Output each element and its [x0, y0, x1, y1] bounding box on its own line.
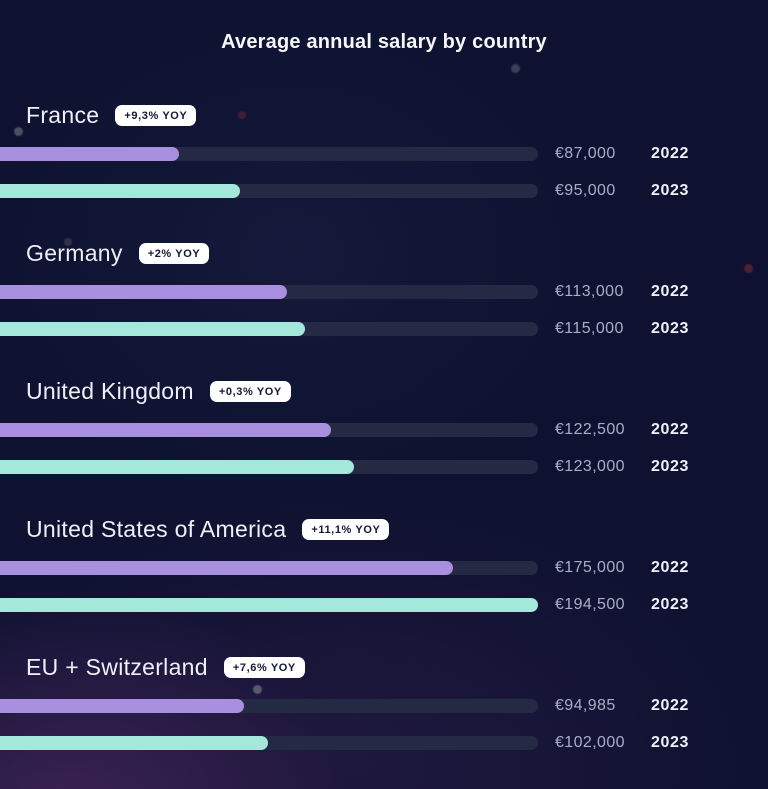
decorative-dot: [511, 64, 520, 73]
decorative-dot: [14, 127, 23, 136]
bar-track: [0, 699, 538, 713]
decorative-dot: [744, 264, 753, 273]
country-header: United States of America +11,1% YOY: [26, 514, 390, 544]
year-label: 2023: [651, 320, 689, 337]
value-label: €194,500: [555, 596, 625, 613]
bar-fill-2023: [0, 184, 240, 198]
yoy-badge: +11,1% YOY: [302, 518, 390, 540]
country-label: United Kingdom: [26, 377, 194, 404]
yoy-badge: +0,3% YOY: [209, 380, 291, 402]
bar-row-2023: €194,500 2023: [0, 596, 768, 613]
year-label: 2022: [651, 559, 689, 576]
value-label: €87,000: [555, 145, 616, 162]
bar-row-2023: €102,000 2023: [0, 734, 768, 751]
bar-row-2022: €113,000 2022: [0, 283, 768, 300]
decorative-dot: [238, 111, 246, 119]
country-header: United Kingdom +0,3% YOY: [26, 376, 291, 406]
bar-track: [0, 184, 538, 198]
bar-track: [0, 460, 538, 474]
country-label: France: [26, 101, 100, 128]
country-section-germany: Germany +2% YOY €113,000 2022 €115,000 2…: [0, 238, 768, 358]
bar-fill-2022: [0, 561, 453, 575]
year-label: 2023: [651, 458, 689, 475]
year-label: 2023: [651, 734, 689, 751]
country-section-usa: United States of America +11,1% YOY €175…: [0, 514, 768, 634]
decorative-dot: [64, 238, 72, 246]
bar-row-2022: €87,000 2022: [0, 145, 768, 162]
country-section-eu-switzerland: EU + Switzerland +7,6% YOY €94,985 2022 …: [0, 652, 768, 772]
bar-track: [0, 598, 538, 612]
chart-title: Average annual salary by country: [221, 31, 547, 53]
bar-row-2022: €175,000 2022: [0, 559, 768, 576]
year-label: 2022: [651, 697, 689, 714]
bar-track: [0, 285, 538, 299]
country-section-united-kingdom: United Kingdom +0,3% YOY €122,500 2022 €…: [0, 376, 768, 496]
bar-track: [0, 561, 538, 575]
value-label: €115,000: [555, 320, 624, 337]
value-label: €175,000: [555, 559, 625, 576]
bar-fill-2023: [0, 460, 354, 474]
country-label: Germany: [26, 239, 123, 266]
year-label: 2022: [651, 283, 689, 300]
bar-fill-2022: [0, 423, 331, 437]
year-label: 2023: [651, 182, 689, 199]
bar-track: [0, 147, 538, 161]
bar-track: [0, 736, 538, 750]
value-label: €95,000: [555, 182, 616, 199]
yoy-badge: +2% YOY: [138, 242, 210, 264]
bar-row-2023: €115,000 2023: [0, 320, 768, 337]
country-header: EU + Switzerland +7,6% YOY: [26, 652, 305, 682]
value-label: €123,000: [555, 458, 625, 475]
bar-fill-2022: [0, 699, 244, 713]
bar-row-2023: €95,000 2023: [0, 182, 768, 199]
decorative-dot: [253, 685, 262, 694]
bar-fill-2023: [0, 322, 305, 336]
bar-fill-2023: [0, 598, 538, 612]
bar-track: [0, 322, 538, 336]
country-label: United States of America: [26, 515, 287, 542]
yoy-badge: +9,3% YOY: [115, 104, 197, 126]
country-label: EU + Switzerland: [26, 653, 208, 680]
country-section-france: France +9,3% YOY €87,000 2022 €95,000 20…: [0, 100, 768, 220]
value-label: €122,500: [555, 421, 625, 438]
bar-fill-2022: [0, 147, 179, 161]
value-label: €113,000: [555, 283, 624, 300]
value-label: €102,000: [555, 734, 625, 751]
bar-row-2023: €123,000 2023: [0, 458, 768, 475]
value-label: €94,985: [555, 697, 616, 714]
bar-row-2022: €94,985 2022: [0, 697, 768, 714]
year-label: 2022: [651, 145, 689, 162]
year-label: 2022: [651, 421, 689, 438]
bar-fill-2023: [0, 736, 268, 750]
country-header: Germany +2% YOY: [26, 238, 210, 268]
bar-row-2022: €122,500 2022: [0, 421, 768, 438]
yoy-badge: +7,6% YOY: [223, 656, 305, 678]
bar-fill-2022: [0, 285, 287, 299]
bar-track: [0, 423, 538, 437]
year-label: 2023: [651, 596, 689, 613]
country-header: France +9,3% YOY: [26, 100, 197, 130]
